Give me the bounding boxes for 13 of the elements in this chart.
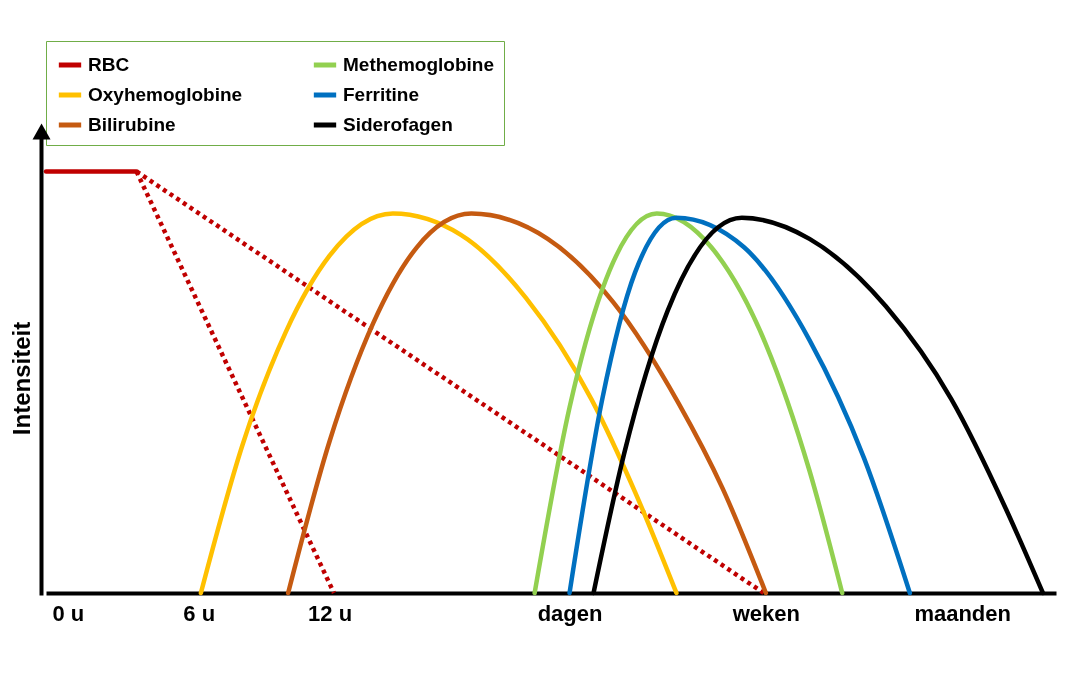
- legend-label: Bilirubine: [88, 114, 176, 135]
- legend-label: Siderofagen: [343, 114, 453, 135]
- legend-label: Methemoglobine: [343, 54, 494, 75]
- y-axis-title: Intensiteit: [7, 321, 35, 436]
- x-tick-label: dagen: [537, 600, 603, 626]
- x-tick-label: 6 u: [183, 600, 216, 626]
- x-tick-label: weken: [731, 600, 800, 626]
- legend-label: Ferritine: [343, 84, 420, 105]
- x-tick-label: 12 u: [308, 600, 353, 626]
- legend-label: RBC: [88, 54, 130, 75]
- x-tick-label: 0 u: [52, 600, 85, 626]
- x-tick-label: maanden: [914, 600, 1011, 626]
- legend-label: Oxyhemoglobine: [88, 84, 243, 105]
